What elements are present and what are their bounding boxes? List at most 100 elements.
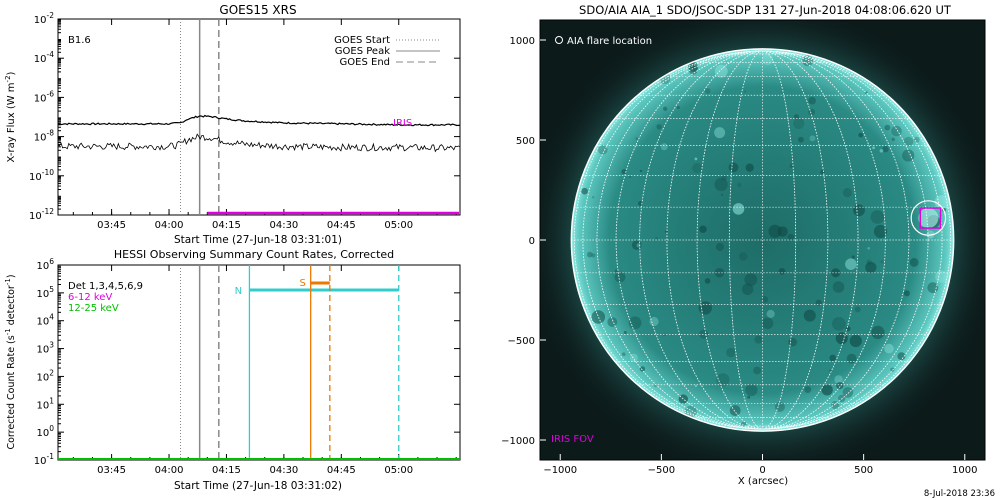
footer-timestamp: 8-Jul-2018 23:36 (924, 489, 995, 499)
aia-texture-spot (821, 384, 833, 396)
aia-longitude-line (573, 50, 952, 430)
goes-iris-label: IRIS (393, 118, 412, 129)
aia-texture-spot (891, 137, 895, 141)
aia-texture-spot (789, 163, 795, 169)
hessi-y-tick-label: 101 (36, 396, 54, 411)
aia-texture-spot (714, 64, 728, 78)
aia-texture-spot (808, 108, 815, 116)
aia-texture-spot (664, 230, 668, 234)
aia-texture-spot (804, 386, 812, 393)
goes-series-line (57, 133, 461, 153)
hessi-axes-frame (57, 264, 461, 461)
aia-texture-spot (742, 283, 754, 295)
aia-texture-spot (832, 281, 845, 293)
aia-image-area: AIA flare location IRIS FOV −1000 −500 0 500 1… (501, 19, 986, 476)
aia-texture-spot (867, 247, 870, 250)
aia-texture-spot (832, 317, 846, 331)
aia-texture-spot (745, 163, 754, 172)
aia-y-tick-label: −1000 (501, 436, 535, 447)
aia-x-tick-label: 0 (759, 465, 765, 476)
aia-legend-label: AIA flare location (567, 36, 652, 47)
aia-texture-spot (835, 332, 848, 345)
aia-texture-spot (836, 382, 844, 390)
goes-legend-label: GOES Peak (335, 46, 390, 57)
aia-texture-spot (903, 136, 914, 147)
aia-texture-spot (587, 251, 593, 258)
aia-texture-spot (829, 369, 832, 372)
goes-axes-frame (57, 18, 461, 216)
aia-texture-spot (738, 252, 748, 261)
aia-texture-spot (808, 96, 816, 105)
aia-texture-spot (656, 124, 662, 130)
aia-texture-spot (692, 163, 703, 173)
aia-texture-spot (715, 242, 724, 251)
aia-texture-spot (815, 299, 822, 306)
aia-texture-spot (845, 258, 857, 271)
aia-longitude-line (639, 50, 886, 430)
aia-x-tick-label: −500 (648, 465, 675, 476)
aia-texture-spot (699, 225, 707, 233)
aia-texture-spot (732, 203, 745, 215)
goes-xlabel: Start Time (27-Jun-18 03:31:01) (174, 234, 342, 246)
hessi-plot-area: 03:45 04:00 04:15 04:30 04:45 05:00 106 105 104 1… (34, 257, 461, 476)
goes-y-tick-label: 10-2 (34, 11, 54, 26)
aia-x-tick-label: 500 (854, 465, 873, 476)
aia-texture-spot (592, 196, 595, 199)
aia-texture-spot (704, 278, 711, 284)
aia-texture-spot (728, 162, 739, 173)
aia-texture-spot (635, 137, 639, 140)
aia-texture-spot (909, 258, 919, 267)
goes-title: GOES15 XRS (219, 3, 296, 17)
aia-texture-spot (704, 88, 711, 94)
aia-texture-spot (913, 136, 920, 143)
aia-y-tick-label: 500 (516, 136, 535, 147)
aia-texture-spot (721, 175, 727, 181)
hessi-night-label: N (235, 286, 242, 297)
aia-longitude-line (596, 50, 929, 430)
aia-flare-circle (910, 200, 947, 236)
aia-heliographic-grid (571, 50, 954, 430)
aia-y-tick-label: 0 (529, 236, 535, 247)
aia-texture-spot (655, 236, 658, 240)
aia-texture-spot (629, 353, 638, 362)
aia-texture-spot (621, 169, 627, 175)
hessi-legend-label: 6-12 keV (68, 292, 112, 303)
aia-texture-spot (934, 195, 949, 210)
aia-texture-spot (614, 271, 626, 283)
aia-texture-spot (714, 127, 726, 139)
aia-texture-spot (788, 337, 797, 347)
aia-texture-spot (766, 309, 775, 318)
aia-texture-spot (871, 325, 885, 339)
hessi-x-tick-label: 04:45 (327, 465, 356, 476)
aia-texture-spot (793, 114, 800, 120)
aia-texture-spot (768, 224, 782, 238)
goes-ylabel: X-ray Flux (W m-2) (4, 71, 17, 162)
goes-legend-label: GOES End (340, 57, 390, 68)
aia-texture-spot (884, 124, 891, 131)
aia-texture-spot (621, 352, 626, 357)
aia-texture-spot (745, 383, 758, 397)
aia-texture-spot (649, 316, 659, 327)
aia-title: SDO/AIA AIA_1 SDO/JSOC-SDP 131 27-Jun-20… (579, 3, 952, 17)
aia-texture-spot (591, 253, 596, 258)
aia-texture-spot (879, 149, 884, 153)
goes-x-tick-label: 03:45 (97, 220, 126, 231)
aia-texture-spot (623, 331, 627, 334)
aia-texture-spot (880, 260, 884, 264)
hessi-y-tick-label: 106 (36, 257, 54, 272)
aia-texture-spot (631, 240, 642, 250)
aia-texture-spot (747, 395, 751, 399)
hessi-ylabel: Corrected Count Rate (s-1 detector-1) (4, 274, 17, 449)
hessi-legend-label: 12-25 keV (68, 303, 119, 314)
aia-texture-spot (849, 334, 862, 348)
aia-texture-spot (688, 61, 699, 72)
goes-y-tick-label: 10-6 (34, 89, 54, 104)
hessi-y-tick-label: 105 (36, 285, 54, 300)
aia-texture-spot (834, 375, 843, 384)
goes-y-tick-label: 10-10 (29, 168, 54, 183)
aia-texture-spot (831, 401, 840, 410)
hessi-y-tick-label: 104 (36, 313, 54, 328)
aia-texture-spot (628, 175, 632, 179)
